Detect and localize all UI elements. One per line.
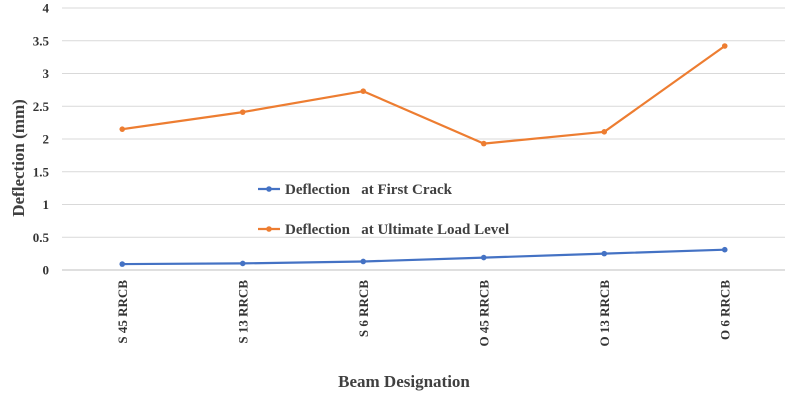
data-point: [360, 88, 367, 94]
x-tick-label: O 6 RRCB: [717, 280, 732, 340]
y-tick-label: 3: [43, 66, 50, 81]
x-tick-label: O 45 RRCB: [476, 280, 491, 347]
data-point: [480, 254, 487, 261]
x-axis-title: Beam Designation: [338, 372, 470, 391]
data-point: [239, 109, 246, 115]
legend-label: Deflection at Ultimate Load Level: [285, 222, 509, 238]
y-tick-label: 3.5: [33, 33, 50, 48]
data-point: [601, 250, 608, 257]
y-tick-label: 2.5: [33, 99, 50, 114]
y-axis-title: Deflection (mm): [9, 99, 28, 217]
gridlines: [62, 7, 785, 271]
data-point: [480, 140, 487, 147]
legend-label: Deflection at First Crack: [285, 182, 453, 198]
x-tick-label: S 45 RRCB: [115, 280, 130, 344]
data-point: [239, 260, 246, 267]
legend: Deflection at First Crack Deflection at U…: [258, 182, 509, 238]
y-tick-label: 4: [43, 1, 50, 16]
y-tick-label: 0: [43, 263, 50, 278]
data-point: [119, 261, 126, 267]
x-tick-label: O 13 RRCB: [597, 280, 612, 347]
data-point: [721, 43, 728, 49]
data-point: [601, 128, 608, 135]
series-line-0: [122, 248, 725, 266]
x-tick-label: S 6 RRCB: [356, 280, 371, 337]
legend-swatch-marker: [266, 186, 272, 192]
y-tick-label: 0.5: [33, 230, 50, 245]
data-point: [721, 246, 728, 253]
legend-swatch-marker: [266, 226, 272, 232]
x-tick-labels: S 45 RRCB S 13 RRCB S 6 RRCB O 45 RRCB O 13 …: [115, 280, 733, 347]
data-point: [119, 126, 126, 132]
y-tick-labels: 0 0.5 1 1.5 2 2.5 3 3.5 4: [33, 1, 50, 278]
series-lines: [119, 43, 728, 267]
y-tick-label: 2: [43, 132, 50, 147]
x-tick-label: S 13 RRCB: [235, 280, 250, 344]
series-line-1: [122, 45, 726, 145]
y-tick-label: 1.5: [33, 164, 50, 179]
data-point: [360, 258, 367, 265]
y-tick-label: 1: [43, 197, 50, 212]
